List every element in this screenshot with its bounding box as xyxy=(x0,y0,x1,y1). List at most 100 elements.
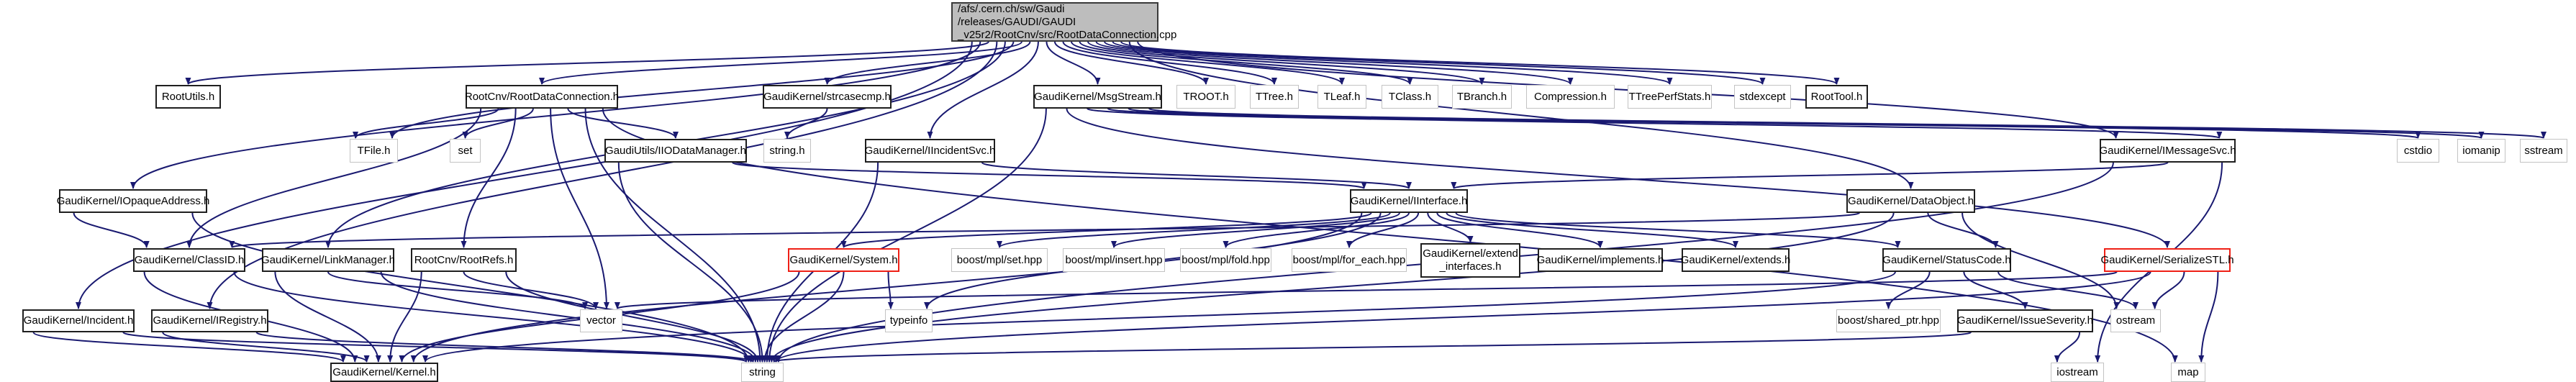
node-imessagesvc[interactable]: GaudiKernel/IMessageSvc.h xyxy=(2099,139,2236,163)
edge-main-to-iincidentsvc xyxy=(927,41,1039,139)
edge-msgstream-to-sstream xyxy=(1148,108,2546,139)
edge-serializestl-to-vector xyxy=(614,271,2118,309)
edge-main-to-msgstream xyxy=(1046,41,1101,85)
node-tclass: TClass.h xyxy=(1382,85,1438,109)
edge-rootdataconnection_h-to-rootrefs xyxy=(461,108,517,248)
node-tfile: TFile.h xyxy=(350,139,398,163)
node-iregistry[interactable]: GaudiKernel/IRegistry.h xyxy=(151,309,268,332)
node-iincidentsvc[interactable]: GaudiKernel/IIncidentSvc.h xyxy=(865,139,995,163)
node-ostream: ostream xyxy=(2110,309,2161,332)
edge-rootdataconnection_h-to-tfile xyxy=(353,108,499,139)
edge-system-to-typeinfo xyxy=(887,271,894,309)
edge-rootrefs-to-vector xyxy=(463,271,599,309)
node-mpl_insert: boost/mpl/insert.hpp xyxy=(1063,248,1165,272)
edge-statuscode-to-issueseverity xyxy=(1963,271,2028,309)
edge-main-to-imessagesvc xyxy=(1137,41,2119,139)
edge-main-to-tfile xyxy=(389,41,1015,139)
edge-iinterface-to-system xyxy=(840,212,1372,248)
node-mpl_foreach: boost/mpl/for_each.hpp xyxy=(1292,248,1407,272)
node-mpl_set: boost/mpl/set.hpp xyxy=(951,248,1048,272)
edge-linkmanager-to-string xyxy=(380,271,758,363)
edge-incident-to-string xyxy=(122,332,749,363)
edge-main-to-dataobject xyxy=(1128,41,1914,189)
edge-dataobject-to-ostream xyxy=(1962,212,2120,309)
node-serializestl[interactable]: GaudiKernel/SerializeSTL.h xyxy=(2100,248,2234,272)
node-ttree: TTree.h xyxy=(1250,85,1299,109)
edge-main-to-tclass xyxy=(1079,41,1413,85)
edge-iinterface-to-implements xyxy=(1436,212,1603,248)
edge-dataobject-to-classid xyxy=(230,212,1860,248)
edge-imessagesvc-to-iinterface xyxy=(1451,162,2169,189)
edge-serializestl-to-map xyxy=(2198,271,2219,363)
edge-iincidentsvc-to-iinterface xyxy=(981,162,1412,189)
node-cstdio: cstdio xyxy=(2397,139,2439,163)
node-rootutils[interactable]: RootUtils.h xyxy=(155,85,221,109)
edge-rootdataconnection_h-to-iiodatamanager xyxy=(567,108,679,139)
node-shared_ptr: boost/shared_ptr.hpp xyxy=(1836,309,1941,332)
node-rootdataconnection_h[interactable]: RootCnv/RootDataConnection.h xyxy=(465,85,619,109)
edge-linkmanager-to-vector xyxy=(327,271,588,309)
node-statuscode[interactable]: GaudiKernel/StatusCode.h xyxy=(1882,248,2011,272)
edge-main-to-troot xyxy=(1054,41,1209,85)
edge-main-to-stdexcept xyxy=(1112,41,1766,85)
node-iostream: iostream xyxy=(2051,363,2104,382)
edge-iinterface-to-mpl_insert xyxy=(1111,212,1400,248)
node-kernel[interactable]: GaudiKernel/Kernel.h xyxy=(330,363,438,382)
edge-iiodatamanager-to-string xyxy=(617,162,766,363)
edge-main-to-iregistry xyxy=(207,41,998,309)
edge-main-to-rootutils xyxy=(185,41,989,85)
edge-classid-to-string xyxy=(233,271,754,363)
node-issueseverity[interactable]: GaudiKernel/IssueSeverity.h xyxy=(1957,309,2093,332)
edge-iregistry-to-string xyxy=(255,332,756,363)
node-extend_interfaces[interactable]: GaudiKernel/extend _interfaces.h xyxy=(1420,243,1520,278)
edge-linkmanager-to-kernel xyxy=(274,271,381,363)
node-typeinfo: typeinfo xyxy=(885,309,933,332)
edge-rootdataconnection_h-to-classid xyxy=(186,108,482,248)
node-roottool[interactable]: RootTool.h xyxy=(1805,85,1868,109)
edge-statuscode-to-shared_ptr xyxy=(1885,271,1931,309)
node-iinterface[interactable]: GaudiKernel/IInterface.h xyxy=(1350,189,1468,213)
edge-main-to-ttree xyxy=(1062,41,1277,85)
edge-iinterface-to-extend_interfaces xyxy=(1427,212,1474,243)
edge-rootrefs-to-kernel xyxy=(387,271,422,363)
node-system[interactable]: GaudiKernel/System.h xyxy=(788,248,899,272)
edge-main-to-roottool xyxy=(1120,41,1840,85)
node-incident[interactable]: GaudiKernel/Incident.h xyxy=(22,309,135,332)
node-linkmanager[interactable]: GaudiKernel/LinkManager.h xyxy=(261,248,395,272)
node-iomanip: iomanip xyxy=(2457,139,2505,163)
node-ttreeperfstats: TTreePerfStats.h xyxy=(1628,85,1712,109)
node-set: set xyxy=(450,139,481,163)
node-dataobject[interactable]: GaudiKernel/DataObject.h xyxy=(1846,189,1975,213)
edge-serializestl-to-string xyxy=(774,271,2151,363)
edge-rootdataconnection_h-to-set xyxy=(462,108,534,139)
node-compression: Compression.h xyxy=(1526,85,1615,109)
node-troot: TROOT.h xyxy=(1176,85,1235,109)
node-stdexcept: stdexcept xyxy=(1734,85,1791,109)
edge-main-to-ttreeperfstats xyxy=(1104,41,1673,85)
edge-msgstream-to-string xyxy=(766,108,1047,363)
edge-incident-to-kernel xyxy=(32,332,346,363)
node-classid[interactable]: GaudiKernel/ClassID.h xyxy=(133,248,245,272)
node-string_h: string.h xyxy=(763,139,811,163)
node-msgstream[interactable]: GaudiKernel/MsgStream.h xyxy=(1033,85,1162,109)
edge-strcasecmp-to-string_h xyxy=(784,108,828,139)
node-implements[interactable]: GaudiKernel/implements.h xyxy=(1537,248,1664,272)
node-iopaqueaddress[interactable]: GaudiKernel/IOpaqueAddress.h xyxy=(57,189,209,213)
edge-issueseverity-to-string xyxy=(771,332,1972,363)
edge-iinterface-to-extends xyxy=(1446,212,1738,248)
edge-msgstream-to-serializestl xyxy=(1066,108,2170,248)
node-extends[interactable]: GaudiKernel/extends.h xyxy=(1681,248,1790,272)
node-tleaf: TLeaf.h xyxy=(1318,85,1366,109)
edge-statuscode-to-ostream xyxy=(1997,271,2139,309)
node-rootrefs[interactable]: RootCnv/RootRefs.h xyxy=(411,248,517,272)
node-strcasecmp[interactable]: GaudiKernel/strcasecmp.h xyxy=(763,85,892,109)
edge-main-to-tbranch xyxy=(1087,41,1485,85)
node-iiodatamanager[interactable]: GaudiUtils/IIODataManager.h xyxy=(604,139,747,163)
node-sstream: sstream xyxy=(2520,139,2567,163)
edge-dataobject-to-string xyxy=(768,212,1895,363)
node-map: map xyxy=(2171,363,2205,382)
node-main[interactable]: /afs/.cern.ch/sw/Gaudi /releases/GAUDI/G… xyxy=(951,2,1176,42)
edge-issueseverity-to-iostream xyxy=(2054,332,2081,363)
